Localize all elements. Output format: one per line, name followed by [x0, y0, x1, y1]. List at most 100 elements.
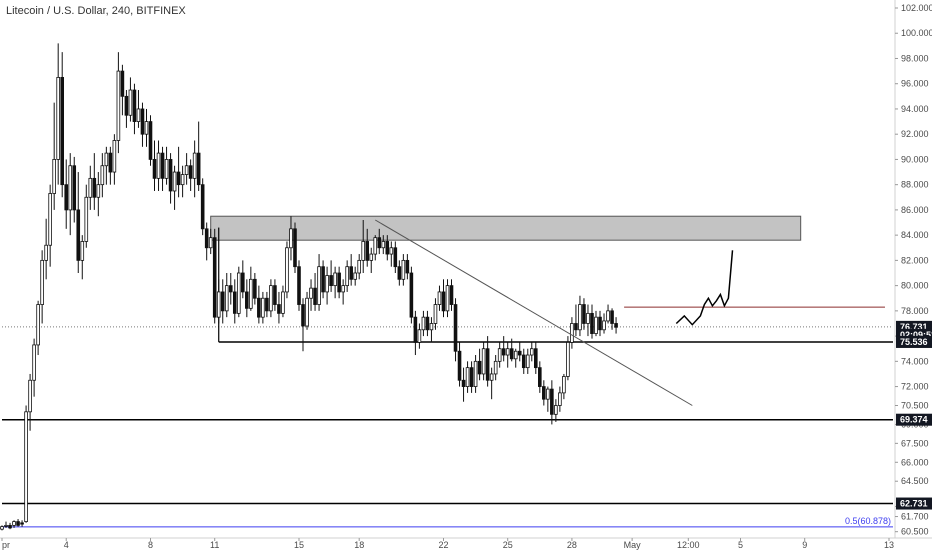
candle: [136, 108, 141, 122]
y-tick-label: 61.700: [901, 512, 929, 522]
candle: [104, 152, 109, 167]
candle: [401, 259, 406, 280]
candle: [550, 388, 554, 415]
candle: [112, 140, 117, 173]
candle: [469, 367, 474, 387]
price-tag-label: 76.731: [900, 322, 928, 332]
candle: [168, 159, 173, 192]
candle: [542, 386, 546, 400]
candle: [509, 348, 514, 360]
chart-title: Litecoin / U.S. Dollar, 240, BITFINEX: [6, 5, 186, 17]
candle: [241, 272, 245, 293]
candle: [610, 310, 614, 324]
candle: [493, 360, 498, 375]
candle: [60, 77, 65, 186]
candle: [558, 392, 562, 406]
candle: [533, 348, 538, 369]
x-tick-label: 9: [802, 540, 807, 550]
candle: [457, 350, 462, 381]
x-tick-label: 18: [354, 540, 364, 550]
candle: [538, 367, 542, 387]
candle: [249, 278, 253, 309]
candle: [52, 159, 56, 194]
candle: [285, 247, 289, 293]
candle: [289, 228, 293, 249]
candle: [325, 275, 329, 293]
candle: [40, 259, 44, 305]
candle: [293, 228, 297, 268]
price-axis-area: [895, 0, 932, 550]
candle: [421, 316, 426, 331]
candle: [180, 174, 185, 186]
candle: [477, 360, 482, 375]
candle: [521, 354, 526, 369]
candle: [12, 521, 16, 526]
candle: [313, 287, 317, 305]
candle: [176, 171, 181, 186]
x-tick-label: May: [624, 540, 642, 550]
candle: [461, 379, 466, 387]
candle: [333, 272, 337, 287]
price-tag-label: 75.536: [900, 337, 928, 347]
x-tick-label: 12:00: [677, 540, 700, 550]
candle: [546, 388, 550, 400]
candle: [152, 159, 157, 179]
x-tick-label: 11: [210, 540, 219, 550]
candle: [329, 275, 333, 287]
candle: [204, 228, 209, 249]
candle: [485, 348, 490, 381]
x-tick-label: 28: [567, 540, 577, 550]
resistance-zone: [210, 215, 802, 241]
candle: [44, 244, 48, 261]
candle: [144, 121, 149, 135]
candle: [562, 376, 566, 394]
candle: [369, 253, 374, 261]
candle: [224, 285, 229, 312]
candle: [529, 348, 534, 356]
candle: [574, 323, 578, 331]
candle: [257, 297, 261, 318]
candle: [385, 241, 390, 255]
candle: [172, 171, 177, 192]
candle: [92, 177, 97, 198]
price-tag: [896, 413, 932, 426]
y-tick-label: 92.000: [901, 129, 929, 139]
candle: [582, 304, 586, 324]
candle: [188, 165, 193, 179]
candle: [465, 367, 470, 387]
candle: [164, 159, 169, 179]
y-tick-label: 78.000: [901, 306, 929, 316]
candle: [32, 344, 36, 381]
y-tick-label: 82.000: [901, 255, 929, 265]
candle: [413, 316, 418, 343]
candle: [64, 184, 69, 211]
candle: [200, 184, 205, 230]
candle: [100, 165, 105, 186]
projection-path: [675, 250, 734, 326]
y-tick-label: 102.000: [901, 3, 932, 13]
candle: [417, 329, 422, 343]
candle: [132, 89, 137, 122]
candle: [56, 77, 60, 160]
candle: [277, 304, 281, 314]
candle: [365, 241, 370, 261]
candle: [525, 354, 530, 369]
candle: [497, 348, 502, 362]
candle: [76, 209, 81, 261]
candle: [236, 272, 241, 314]
candle: [554, 405, 558, 415]
candle: [505, 348, 510, 356]
candle: [212, 237, 217, 318]
price-tag-label: 62.731: [900, 499, 928, 509]
y-tick-label: 80.000: [901, 281, 929, 291]
candle: [361, 241, 366, 261]
candle: [373, 237, 378, 255]
candle: [309, 287, 313, 299]
candle: [578, 304, 582, 331]
candle: [124, 95, 129, 116]
candle: [606, 310, 610, 322]
candle: [389, 247, 394, 255]
y-tick-label: 72.000: [901, 382, 929, 392]
candle: [594, 316, 598, 334]
